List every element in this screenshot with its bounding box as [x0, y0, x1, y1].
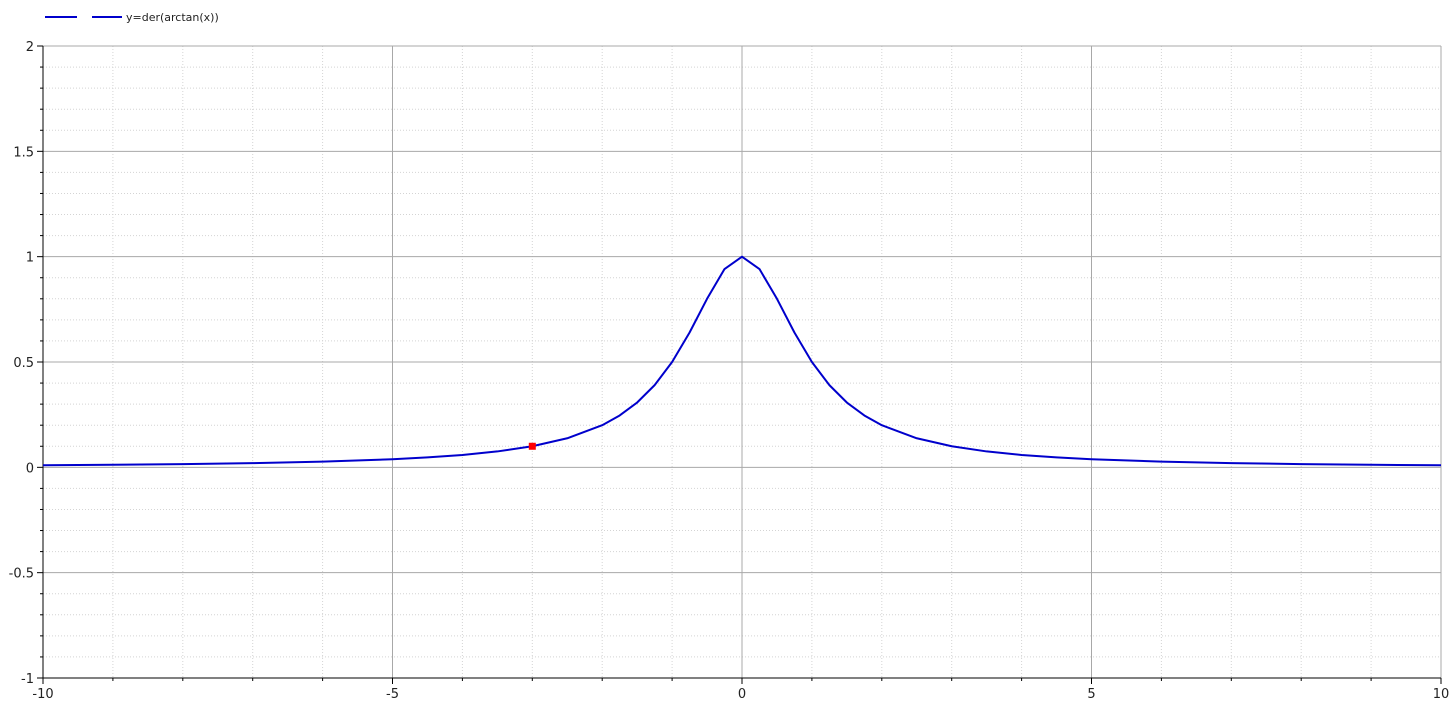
x-tick-label: 0 [738, 687, 746, 702]
y-tick-label: -0.5 [9, 567, 34, 582]
series-line [42, 255, 1442, 467]
legend: y=der(arctan(x)) [45, 11, 219, 24]
y-tick-label: 1 [26, 251, 34, 266]
x-tick-label: 5 [1087, 687, 1095, 702]
tick-labels: -10 -5 0 5 10 -1 -0.5 0 0.5 1 1.5 2 [9, 40, 1450, 702]
y-tick-label: 0.5 [13, 356, 34, 371]
marker-layer [528, 442, 536, 450]
y-tick-label: 2 [26, 40, 34, 55]
legend-label: y=der(arctan(x)) [126, 11, 219, 24]
y-tick-label: 0 [26, 461, 34, 476]
y-tick-label: 1.5 [13, 145, 34, 160]
x-tick-label: 10 [1433, 687, 1450, 702]
series-layer [42, 255, 1442, 467]
x-tick-label: -5 [386, 687, 399, 702]
y-tick-label: -1 [21, 672, 34, 687]
x-tick-label: -10 [32, 687, 53, 702]
axes [37, 45, 1442, 684]
data-point-marker [528, 442, 536, 450]
